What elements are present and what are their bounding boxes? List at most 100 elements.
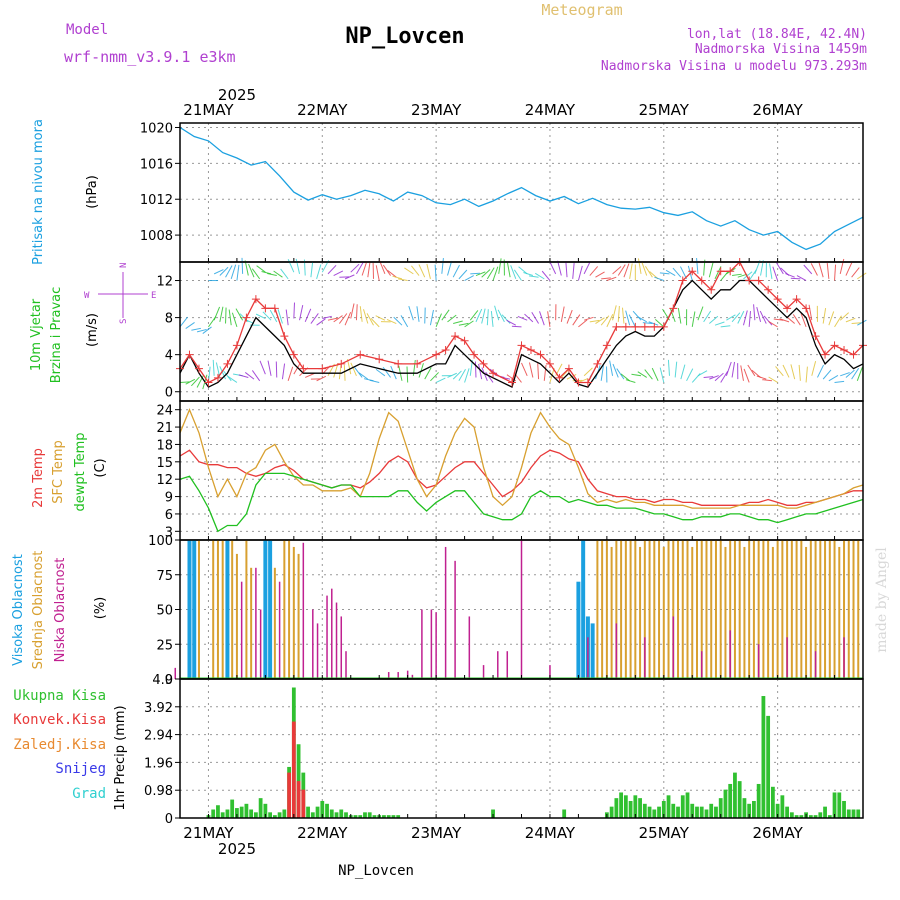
wind-arrow <box>578 319 588 328</box>
wind-arrow <box>589 266 599 276</box>
wind-arrow <box>333 315 343 323</box>
cloud-bar <box>245 540 248 679</box>
precip-bar <box>733 772 737 818</box>
precip-bar <box>661 800 666 818</box>
series-line-sfc-temp <box>179 407 864 509</box>
wind-arrow <box>800 313 807 328</box>
wind-arrow <box>572 314 581 326</box>
wind-arrow <box>776 262 784 275</box>
wind-arrow <box>441 309 450 321</box>
precip-bar <box>253 812 258 818</box>
temperature-panel: 3 6 9 12 15 18 21 24 <box>156 400 864 541</box>
wind-arrow <box>359 306 363 322</box>
wind-arrow <box>642 322 653 325</box>
wind-arrow <box>434 264 437 281</box>
wind-arrow <box>648 321 659 326</box>
wind-arrow <box>768 376 778 383</box>
compass-e: E <box>151 291 156 301</box>
gust-marker <box>640 322 649 331</box>
wind-ylabel-3: (m/s) <box>85 313 100 347</box>
compass-rose: N S W E <box>84 263 156 324</box>
precip-bar <box>808 815 813 818</box>
wind-arrow <box>447 372 457 378</box>
wind-arrow <box>191 376 200 387</box>
y-tick-label: 0 <box>165 812 173 827</box>
wind-arrow <box>686 368 694 382</box>
cloud-bar <box>700 651 703 679</box>
wind-arrow <box>714 266 722 280</box>
precip-bar <box>628 800 633 818</box>
precip-bar <box>685 792 690 818</box>
wind-arrow <box>464 368 470 383</box>
y-tick-label: 18 <box>156 438 173 453</box>
wind-arrow <box>458 269 468 280</box>
wind-arrow <box>230 264 237 280</box>
precip-bar <box>709 803 714 818</box>
wind-ylabel-1: 10m Vjetar <box>29 298 44 371</box>
wind-arrow <box>256 265 266 273</box>
cloud-bar <box>497 651 499 679</box>
wind-arrow <box>386 318 397 324</box>
wind-arrow <box>834 380 845 383</box>
precip-bar <box>752 800 756 818</box>
wind-arrow <box>497 309 505 323</box>
cloud-bar <box>828 540 831 679</box>
wind-arrow <box>185 378 196 385</box>
precip-bar <box>391 815 396 818</box>
wind-arrow <box>667 359 670 376</box>
cloud-bar <box>174 667 177 679</box>
wind-arrow <box>490 311 494 327</box>
wind-arrow <box>760 260 764 276</box>
cloud-bar <box>221 540 224 679</box>
gust-marker <box>650 322 659 331</box>
wind-arrow <box>617 305 620 322</box>
meteogram-label: Meteogram <box>541 1 622 19</box>
wind-arrow <box>316 264 322 280</box>
wind-arrow <box>225 307 227 324</box>
wind-arrow <box>720 325 731 328</box>
cloud-bar <box>590 623 595 679</box>
precip-bar <box>301 789 306 818</box>
precip-bar <box>704 809 709 818</box>
wind-arrow <box>219 366 226 380</box>
wind-arrow <box>366 313 374 326</box>
wind-arrow <box>369 379 380 383</box>
cloud-bar <box>250 567 253 679</box>
gust-marker <box>574 378 583 387</box>
wind-arrow <box>203 283 212 287</box>
cloud-bar <box>610 546 613 679</box>
gust-marker <box>726 267 735 276</box>
legend-snow: Snijeg <box>55 761 106 777</box>
wind-arrow <box>244 372 255 380</box>
wind-arrow <box>280 268 289 280</box>
gust-marker <box>802 304 811 313</box>
wind-arrow <box>796 275 807 281</box>
gust-marker <box>811 332 820 341</box>
gust-marker <box>413 359 422 368</box>
cloud-bar <box>268 540 273 679</box>
wind-arrow <box>492 266 499 281</box>
wind-arrow <box>720 270 729 281</box>
wind-arrow <box>747 364 756 377</box>
wind-arrow <box>293 362 301 375</box>
wind-arrow <box>393 316 403 326</box>
wind-arrow <box>398 278 408 282</box>
wind-ylabel-2: Brzina i Pravac <box>49 287 64 384</box>
cloud-bar <box>800 540 803 679</box>
wind-arrow <box>803 264 813 275</box>
wind-arrow <box>251 370 261 382</box>
wind-arrow <box>629 263 633 279</box>
wind-arrow <box>481 269 491 278</box>
cloud-bar <box>738 540 741 679</box>
gust-marker <box>612 322 621 331</box>
wind-arrow <box>756 307 762 322</box>
cloud-bar <box>653 540 656 679</box>
cloud-bar <box>278 581 281 679</box>
cloud-bar <box>620 540 623 679</box>
cloud-bar <box>549 665 551 679</box>
cloud-bar <box>397 672 399 679</box>
precip-bar <box>680 795 685 818</box>
wind-arrow <box>595 271 605 278</box>
precip-bar <box>220 812 225 818</box>
cloud-bar <box>843 540 846 679</box>
